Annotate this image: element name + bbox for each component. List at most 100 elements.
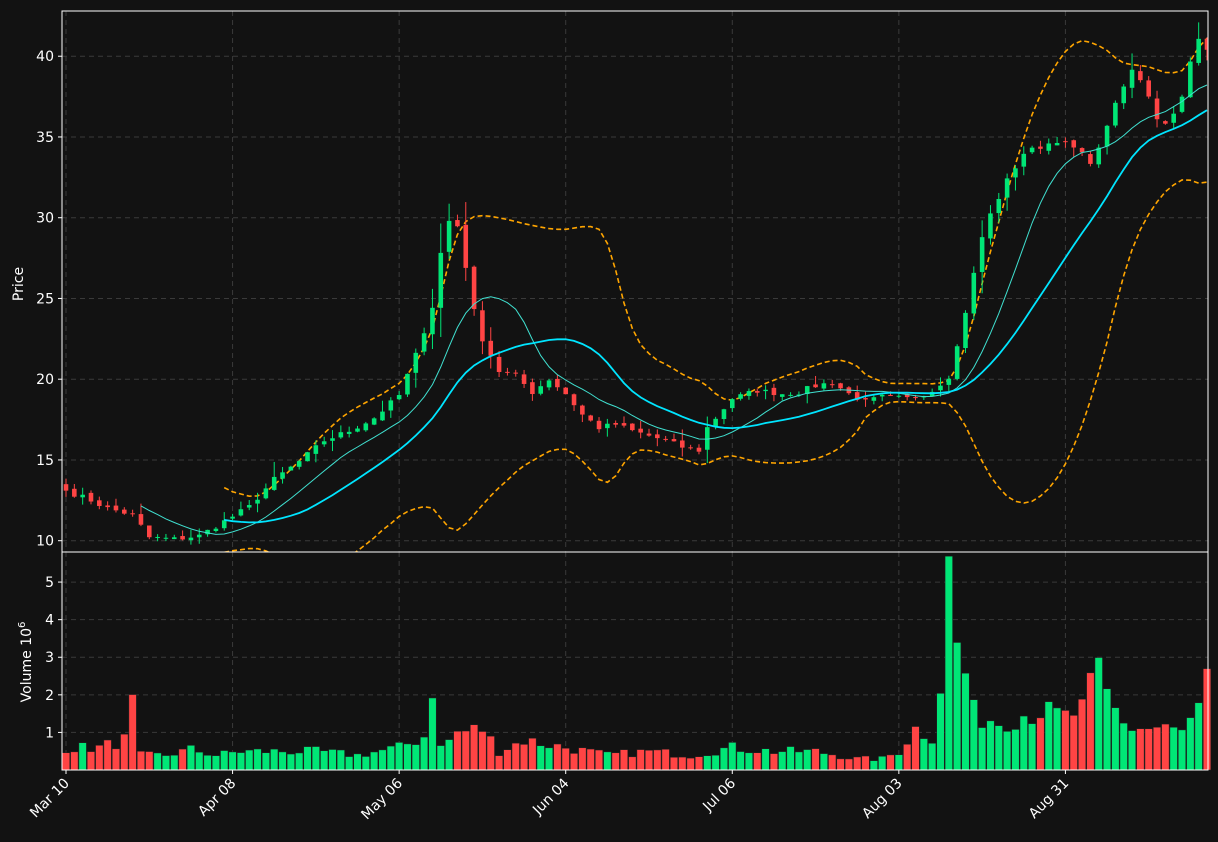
candle-up xyxy=(879,394,885,397)
candle-down xyxy=(97,500,102,506)
candle-up xyxy=(1004,178,1010,198)
candle-down xyxy=(854,392,860,400)
candle-down xyxy=(754,391,760,393)
candle-up xyxy=(1104,125,1110,147)
volume-bar xyxy=(703,755,712,771)
candle-down xyxy=(563,387,568,395)
candle-up xyxy=(238,509,244,516)
candle-up xyxy=(1054,143,1060,146)
volume-bar xyxy=(586,748,595,771)
volume-bar xyxy=(353,753,362,771)
candle-down xyxy=(88,492,94,502)
volume-bar xyxy=(195,751,204,771)
candle-down xyxy=(1088,154,1093,164)
candle-up xyxy=(871,397,877,401)
volume-bar xyxy=(1036,717,1045,771)
volume-bar xyxy=(678,756,687,771)
volume-bar xyxy=(853,756,862,771)
volume-bar xyxy=(220,750,229,771)
candle-up xyxy=(1113,102,1118,126)
candle-up xyxy=(413,352,419,373)
candle-down xyxy=(555,378,560,388)
candle-up xyxy=(321,441,327,445)
candle-up xyxy=(330,438,335,441)
volume-bar xyxy=(886,754,895,771)
volume-bar xyxy=(520,744,529,771)
candle-down xyxy=(813,384,818,388)
volume-bar xyxy=(744,752,753,771)
volume-bar xyxy=(828,754,837,771)
candle-up xyxy=(430,307,435,335)
volume-bar xyxy=(1169,727,1178,771)
volume-bar xyxy=(278,751,287,771)
volume-bar xyxy=(86,751,95,771)
candle-down xyxy=(1204,38,1208,50)
candle-down xyxy=(571,394,577,406)
volume-bar xyxy=(644,750,653,771)
volume-bar xyxy=(903,744,912,771)
candle-up xyxy=(804,386,810,395)
candle-up xyxy=(1013,168,1018,178)
volume-axis-exponent: 6 xyxy=(17,622,28,628)
volume-bar xyxy=(111,748,120,771)
volume-bar xyxy=(1053,707,1062,771)
volume-bar xyxy=(120,733,129,771)
price-tick-label: 15 xyxy=(36,453,54,469)
volume-bar xyxy=(203,755,212,771)
candle-down xyxy=(630,423,635,431)
price-tick-label: 40 xyxy=(36,49,54,65)
volume-bar xyxy=(719,747,728,771)
volume-bar xyxy=(761,748,770,771)
volume-bar xyxy=(1153,727,1162,771)
volume-bar xyxy=(445,739,454,771)
candle-up xyxy=(746,391,752,396)
volume-bar xyxy=(869,760,878,771)
candle-up xyxy=(721,409,727,420)
volume-bar xyxy=(578,747,587,771)
volume-bar xyxy=(1078,698,1087,771)
candle-up xyxy=(729,399,735,409)
candle-up xyxy=(821,383,827,389)
candle-down xyxy=(1146,80,1151,97)
volume-bar xyxy=(769,753,778,771)
volume-bar xyxy=(803,749,812,771)
candle-down xyxy=(1154,98,1160,120)
candle-down xyxy=(863,398,868,400)
lower-band-line xyxy=(224,179,1208,552)
candle-up xyxy=(938,385,943,391)
candle-up xyxy=(954,346,960,379)
volume-bar xyxy=(894,754,903,771)
candle-up xyxy=(296,461,302,467)
volume-tick-label: 3 xyxy=(45,650,54,666)
volume-bar xyxy=(486,735,495,771)
volume-bar xyxy=(953,642,962,771)
volume-bar xyxy=(1111,707,1120,771)
volume-bar xyxy=(478,731,487,771)
candle-down xyxy=(588,415,593,421)
volume-bar xyxy=(378,749,387,771)
candle-up xyxy=(363,423,369,431)
candle-down xyxy=(105,505,110,508)
price-tick-label: 20 xyxy=(36,372,54,388)
volume-bar xyxy=(661,749,670,771)
candle-up xyxy=(388,400,394,411)
volume-axis-label: Volume 106 xyxy=(17,622,35,703)
volume-frame xyxy=(61,551,1209,771)
volume-bar xyxy=(261,752,270,771)
candle-up xyxy=(1171,113,1176,123)
volume-bar xyxy=(1194,702,1203,771)
candle-down xyxy=(646,433,652,436)
candle-up xyxy=(963,312,968,349)
candle-up xyxy=(188,537,194,541)
volume-bar xyxy=(420,736,429,771)
candle-up xyxy=(280,472,285,479)
candle-up xyxy=(1196,38,1201,63)
volume-bar xyxy=(570,753,579,771)
volume-bar xyxy=(436,745,445,771)
candle-up xyxy=(271,476,277,490)
candle-down xyxy=(113,505,119,511)
volume-bar xyxy=(103,739,112,771)
candle-down xyxy=(580,405,585,415)
candle-down xyxy=(471,266,477,310)
candle-up xyxy=(1021,153,1027,167)
